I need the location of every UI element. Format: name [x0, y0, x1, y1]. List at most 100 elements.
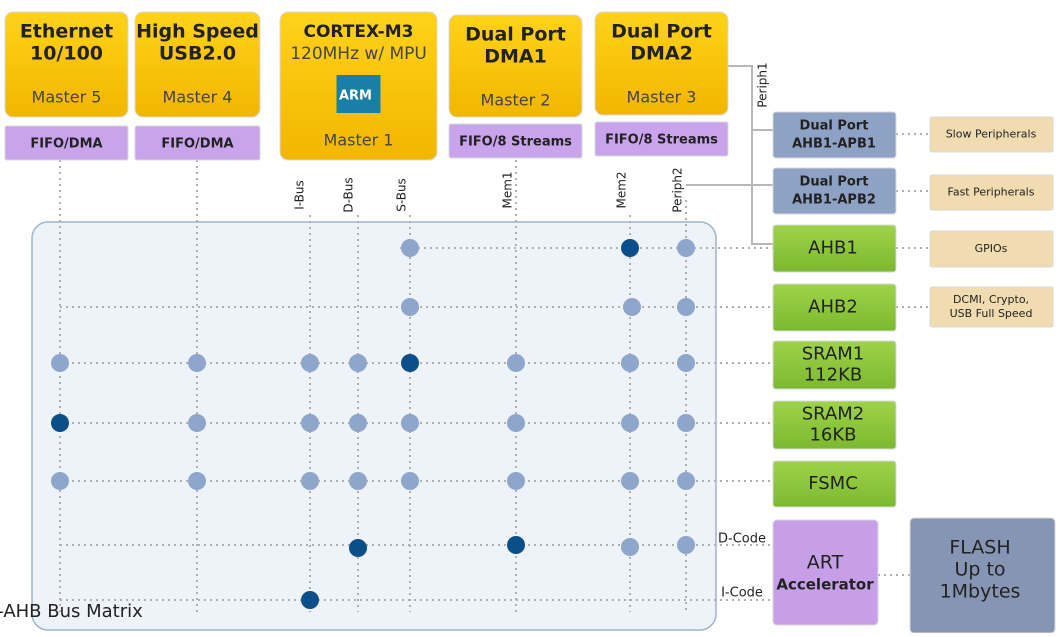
bus-label: Mem2: [615, 171, 629, 208]
port-label: FIFO/8 Streams: [459, 135, 572, 150]
bus-label: Periph1: [756, 62, 770, 107]
peripheral-box: [929, 174, 1054, 211]
slave-label: SRAM1: [802, 344, 865, 365]
bridge-label: AHB1-APB1: [792, 137, 876, 152]
switch-node: [401, 472, 419, 490]
art-label: Accelerator: [776, 576, 874, 594]
bus-label: D-Bus: [342, 177, 356, 212]
master-box: [134, 11, 261, 118]
flash-label: FLASH: [949, 537, 1010, 559]
slave-label: 112KB: [804, 365, 863, 386]
master-box: [448, 14, 583, 118]
slave-label: 16KB: [809, 425, 856, 446]
bus-label: I-Bus: [293, 180, 307, 210]
slave-box: [772, 460, 897, 508]
code-bus-label: D-Code: [718, 532, 766, 547]
switch-node: [301, 591, 319, 609]
bridge-label: Dual Port: [800, 119, 869, 134]
master-title: DMA1: [484, 46, 547, 68]
bus-label: S-Bus: [395, 178, 409, 212]
switch-node: [349, 539, 367, 557]
peripheral-label: GPIOs: [975, 242, 1008, 255]
switch-node: [621, 354, 639, 372]
connector: [751, 130, 773, 245]
peripheral-box: [929, 116, 1054, 153]
port-label: FIFO/8 Streams: [605, 133, 718, 148]
flash-label: Up to: [954, 559, 1005, 581]
switch-node: [507, 472, 525, 490]
peripheral-box: [929, 230, 1054, 268]
port-box: [134, 125, 261, 161]
switch-node: [349, 414, 367, 432]
switch-node: [401, 414, 419, 432]
switch-node: [301, 354, 319, 372]
switch-node: [349, 354, 367, 372]
port-box: [594, 121, 729, 157]
switch-node: [301, 472, 319, 490]
switch-node: [301, 414, 319, 432]
switch-node: [188, 354, 206, 372]
switch-node: [621, 538, 639, 556]
flash-label: 1Mbytes: [940, 581, 1021, 603]
bridge-label: Dual Port: [800, 175, 869, 190]
connector: [728, 65, 773, 131]
switch-node: [677, 354, 695, 372]
switch-node: [677, 472, 695, 490]
slave-box: [772, 400, 897, 450]
logo-text: ARM: [339, 89, 372, 104]
slave-label: FSMC: [808, 473, 858, 494]
peripheral-label: USB Full Speed: [950, 307, 1033, 320]
master-box: [594, 11, 729, 116]
master-role: Master 3: [627, 88, 697, 107]
slave-label: AHB2: [808, 297, 858, 318]
bridge-label: AHB1-APB2: [792, 193, 876, 208]
switch-node: [623, 298, 641, 316]
port-box: [4, 125, 129, 161]
switch-node: [621, 472, 639, 490]
switch-node: [677, 414, 695, 432]
switch-node: [621, 414, 639, 432]
switch-node: [507, 414, 525, 432]
slave-label: SRAM2: [802, 404, 865, 425]
switch-node: [51, 472, 69, 490]
switch-node: [677, 239, 695, 257]
switch-node: [401, 354, 419, 372]
matrix-label: Multi-AHB Bus Matrix: [0, 601, 143, 622]
master-box: [4, 11, 129, 118]
master-title: Dual Port: [611, 21, 712, 43]
bridge-box: [772, 167, 897, 215]
master-title: DMA2: [630, 43, 693, 65]
bus-matrix: [31, 221, 717, 631]
master-role: Master 5: [32, 88, 102, 107]
switch-node: [401, 239, 419, 257]
peripheral-label: Slow Peripherals: [946, 128, 1037, 141]
switch-node: [349, 472, 367, 490]
peripheral-label: DCMI, Crypto,: [953, 293, 1029, 306]
arm-logo: [336, 75, 381, 113]
switch-node: [51, 354, 69, 372]
switch-node: [188, 414, 206, 432]
master-role: Master 1: [324, 131, 394, 150]
master-role: Master 4: [163, 88, 233, 107]
switch-node: [621, 239, 639, 257]
bridge-box: [772, 111, 897, 159]
switch-node: [401, 298, 419, 316]
art-label: ART: [807, 552, 844, 574]
peripheral-box: [929, 286, 1054, 328]
master-title: 10/100: [30, 43, 103, 65]
master-title: High Speed: [136, 21, 259, 43]
port-label: FIFO/DMA: [30, 137, 102, 152]
slave-label: AHB1: [808, 238, 858, 259]
switch-node: [51, 414, 69, 432]
peripheral-label: Fast Peripherals: [948, 186, 1035, 199]
switch-node: [188, 472, 206, 490]
slave-box: [772, 224, 897, 273]
switch-node: [677, 536, 695, 554]
slave-box: [772, 283, 897, 332]
slave-box: [772, 340, 897, 390]
code-bus-label: I-Code: [721, 586, 763, 601]
switch-node: [507, 354, 525, 372]
bus-label: Periph2: [671, 167, 685, 212]
master-title: Dual Port: [465, 24, 566, 46]
